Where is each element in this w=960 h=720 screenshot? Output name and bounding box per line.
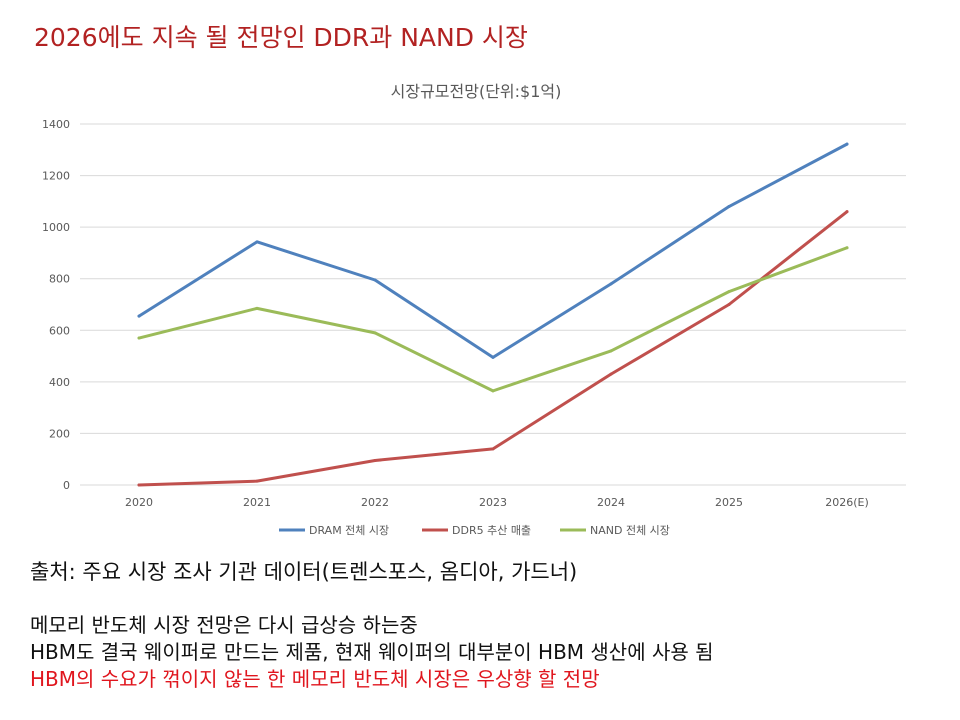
y-tick-label: 1200: [42, 170, 70, 183]
data-point: [491, 389, 495, 393]
data-point: [727, 290, 731, 294]
y-tick-label: 600: [49, 324, 70, 337]
series-line-3: [137, 246, 849, 393]
data-point: [255, 479, 259, 483]
grid-lines: [80, 123, 906, 486]
x-tick-label: 2022: [361, 496, 389, 509]
legend-label: DRAM 전체 시장: [309, 524, 389, 537]
data-point: [609, 372, 613, 376]
y-tick-label: 0: [63, 479, 70, 492]
note-line-3: HBM의 수요가 꺾이지 않는 한 메모리 반도체 시장은 우상향 할 전망: [30, 667, 600, 691]
series-line-1: [137, 142, 849, 359]
legend-label: DDR5 추산 매출: [452, 524, 531, 537]
data-point: [255, 240, 259, 244]
data-point: [491, 447, 495, 451]
data-point: [609, 282, 613, 286]
data-point: [609, 349, 613, 353]
y-tick-label: 1400: [42, 118, 70, 131]
series-line-2: [137, 210, 849, 487]
note-line-2: HBM도 결국 웨이퍼로 만드는 제품, 현재 웨이퍼의 대부분이 HBM 생산…: [30, 640, 714, 664]
x-axis: 2020 2021 2022 2023 2024 2025 2026(E): [125, 496, 869, 509]
x-tick-label: 2026(E): [825, 496, 869, 509]
data-point: [845, 210, 849, 214]
data-point: [373, 278, 377, 282]
data-point: [727, 303, 731, 306]
x-tick-label: 2021: [243, 496, 271, 509]
data-point: [373, 331, 377, 335]
x-tick-label: 2020: [125, 496, 153, 509]
y-tick-label: 400: [49, 376, 70, 389]
data-point: [255, 306, 259, 310]
x-tick-label: 2024: [597, 496, 625, 509]
data-point: [845, 246, 849, 250]
data-point: [137, 483, 141, 487]
notes: 메모리 반도체 시장 전망은 다시 급상승 하는중 HBM도 결국 웨이퍼로 만…: [30, 612, 714, 693]
legend-label: NAND 전체 시장: [590, 524, 670, 537]
data-point: [845, 142, 849, 146]
source-citation: 출처: 주요 시장 조사 기관 데이터(트렌스포스, 옴디아, 가드너): [30, 560, 578, 584]
chart-title: 시장규모전망(단위:$1억): [391, 82, 562, 101]
y-tick-label: 200: [49, 427, 70, 440]
data-point: [727, 205, 731, 209]
legend: DRAM 전체 시장 DDR5 추산 매출 NAND 전체 시장: [279, 524, 670, 537]
data-point: [137, 314, 141, 318]
data-point: [491, 355, 495, 359]
note-line-1: 메모리 반도체 시장 전망은 다시 급상승 하는중: [30, 613, 418, 637]
data-point: [373, 459, 377, 463]
y-axis: 0 200 400 600 800 1000 1200 1400: [42, 118, 70, 492]
y-tick-label: 1000: [42, 221, 70, 234]
data-point: [137, 336, 141, 340]
x-tick-label: 2023: [479, 496, 507, 509]
y-tick-label: 800: [49, 273, 70, 286]
x-tick-label: 2025: [715, 496, 743, 509]
series-lines: [137, 142, 849, 487]
chart: 시장규모전망(단위:$1억) 0 200 400 600 800 1000 1200 1400…: [42, 82, 906, 537]
slide-title: 2026에도 지속 될 전망인 DDR과 NAND 시장: [34, 23, 528, 52]
